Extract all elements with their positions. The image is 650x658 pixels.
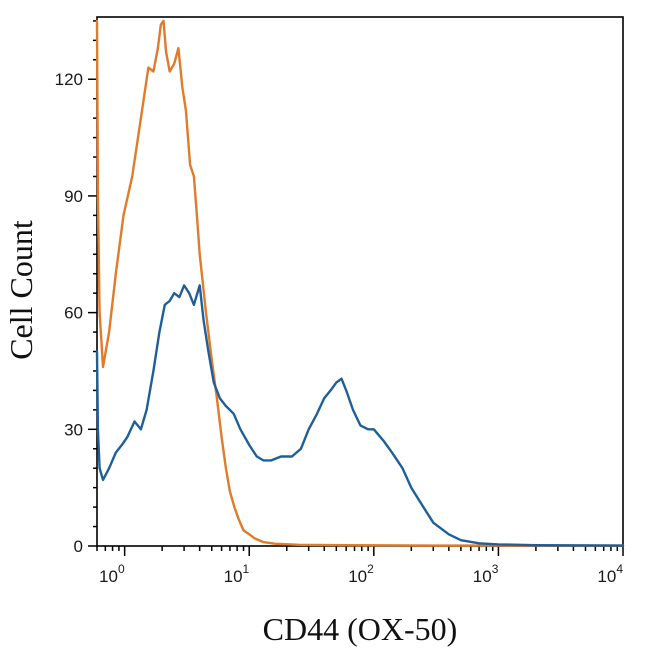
plot-frame	[96, 16, 624, 547]
x-tick-label: 101	[224, 562, 250, 586]
y-tick-label: 60	[64, 304, 83, 323]
series-isotype-control-line	[95, 19, 625, 547]
x-tick-label: 102	[348, 562, 374, 586]
x-tick-label: 104	[597, 562, 623, 586]
series-layer	[95, 19, 625, 547]
y-tick-label: 90	[64, 187, 83, 206]
y-tick-label: 30	[64, 420, 83, 439]
x-tick-label: 103	[473, 562, 499, 586]
x-axis-title: CD44 (OX-50)	[263, 611, 458, 647]
y-axis: 0 30 60 90 120	[55, 20, 97, 556]
y-tick-label: 120	[55, 70, 83, 89]
series-cd44-line	[95, 284, 625, 547]
x-tick-label: 100	[99, 562, 125, 586]
y-tick-label: 0	[74, 537, 83, 556]
x-axis: 100 101 102 103 104	[96, 546, 624, 586]
y-axis-title: Cell Count	[3, 220, 39, 360]
